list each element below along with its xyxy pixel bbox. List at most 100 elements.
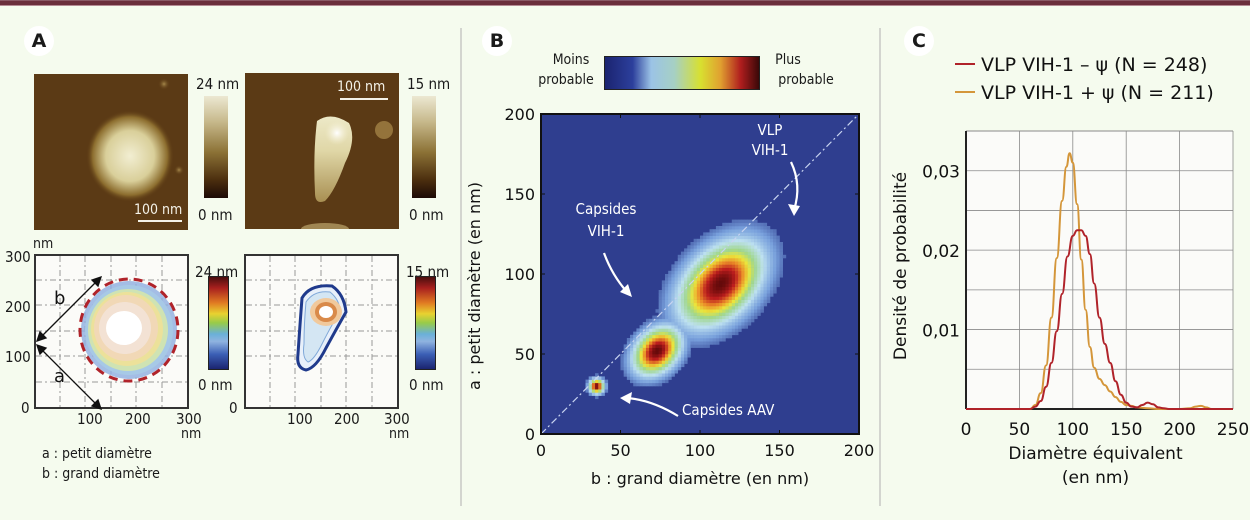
heatmap-cell — [598, 376, 602, 380]
heatmap-cell — [776, 245, 780, 249]
heatmap-cell — [700, 245, 704, 249]
arrow-head — [620, 284, 632, 297]
heatmap-cell — [626, 341, 631, 345]
heatmap-cell — [677, 325, 682, 329]
heatmap-cell — [661, 293, 666, 297]
heatmap-cell — [728, 277, 733, 281]
heatmap-cell — [779, 264, 783, 268]
heatmap-cell — [636, 344, 640, 348]
annotation-arrows — [602, 161, 800, 417]
heatmap-cell — [633, 363, 637, 368]
heatmap-cell — [706, 238, 710, 243]
heatmap-cell — [680, 357, 685, 361]
heatmap-cell — [709, 264, 714, 268]
heatmap-cell — [757, 238, 761, 243]
heatmap-cell — [731, 306, 736, 310]
heatmap-cell — [693, 264, 698, 268]
heatmap-cell — [715, 232, 720, 236]
heatmap-cell — [661, 338, 666, 342]
heatmap-cell — [668, 270, 672, 275]
heatmap-cell — [741, 283, 745, 288]
panel-label-b: B — [482, 26, 512, 56]
heatmap-cell — [671, 312, 675, 316]
heatmap-cell — [728, 235, 733, 240]
heatmap-cell — [712, 232, 717, 236]
legend-petit-diametre: a : petit diamètre — [42, 446, 152, 462]
heatmap-cell — [700, 299, 704, 304]
heatmap-cell — [696, 325, 701, 329]
heatmap-cell — [696, 322, 701, 326]
heatmap-cell — [668, 277, 672, 281]
heatmap-cell — [754, 306, 758, 310]
heatmap-cell — [744, 245, 748, 249]
heatmap-cell — [715, 302, 720, 307]
heatmap-cell — [709, 286, 714, 291]
heatmap-cell — [595, 379, 599, 384]
heatmap-cell — [642, 363, 647, 368]
heatmap-cell — [728, 293, 733, 297]
heatmap-cell — [674, 315, 679, 320]
heatmap-cell — [693, 267, 698, 272]
heatmap-cell — [766, 232, 771, 236]
heatmap-cell — [709, 254, 714, 259]
heatmap-cell — [649, 360, 653, 364]
afm-speck — [301, 223, 349, 229]
heatmap-cell — [715, 306, 720, 310]
heatmap-cell — [719, 286, 723, 291]
heatmap-cell — [757, 312, 761, 316]
heatmap-cell — [757, 261, 761, 265]
heatmap-cell — [700, 293, 704, 297]
heatmap-cell — [677, 357, 682, 361]
heatmap-cell — [731, 245, 736, 249]
x-tick-label: 50 — [1009, 420, 1031, 440]
heatmap-cell — [709, 312, 714, 316]
heatmap-cell — [690, 261, 694, 265]
heatmap-cell — [671, 357, 675, 361]
heatmap-cell — [744, 242, 748, 246]
heatmap-cell — [741, 261, 745, 265]
heatmap-cell — [687, 315, 691, 320]
heatmap-cell — [715, 341, 720, 345]
heatmap-cell — [671, 293, 675, 297]
heatmap-cell — [712, 331, 717, 336]
heatmap-cell — [719, 296, 723, 300]
x-tick-label: 100 — [685, 441, 716, 460]
heatmap-cell — [674, 322, 679, 326]
heatmap-cell — [674, 338, 679, 342]
heatmap-cell — [741, 245, 745, 249]
heatmap-cell — [706, 261, 710, 265]
heatmap-cell — [693, 328, 698, 332]
arrow-head — [620, 392, 632, 404]
heatmap-cell — [595, 389, 599, 393]
heatmap-cell — [655, 382, 659, 387]
heatmap-cell — [741, 226, 745, 230]
heatmap-cell — [677, 328, 682, 332]
heatmap-cell — [725, 306, 729, 310]
heatmap-cell — [703, 312, 707, 316]
heatmap-cell — [649, 357, 653, 361]
heatmap-cell — [700, 338, 704, 342]
heatmap-cell — [636, 382, 640, 387]
heatmap-cell — [677, 261, 682, 265]
heatmap-cell — [703, 286, 707, 291]
y-tick-label: 50 — [515, 345, 535, 364]
heatmap-cell — [725, 251, 729, 256]
heatmap-cell — [776, 258, 780, 262]
heatmap-cell — [773, 235, 777, 240]
heatmap-cell — [773, 264, 777, 268]
heatmap-cell — [769, 286, 774, 291]
heatmap-cell — [623, 354, 628, 358]
heatmap-cell — [703, 248, 707, 252]
heatmap-cell — [744, 219, 748, 224]
heatmap-cell — [684, 354, 688, 358]
heatmap-cell — [776, 251, 780, 256]
heatmap-cell — [703, 325, 707, 329]
heatmap-cell — [645, 354, 650, 358]
heatmap-cell — [747, 254, 752, 259]
heatmap-cell — [750, 302, 755, 307]
heatmap-cell — [661, 360, 666, 364]
heatmap-cell — [741, 296, 745, 300]
heatmap-cell — [706, 283, 710, 288]
heatmap-cell — [722, 312, 726, 316]
heatmap-cell — [674, 270, 679, 275]
